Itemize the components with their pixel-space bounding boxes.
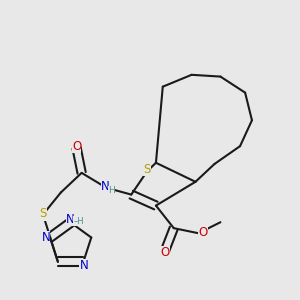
Text: N: N [80,259,88,272]
Text: O: O [199,226,208,238]
Text: O: O [160,246,170,259]
Text: N: N [101,180,110,193]
Text: H: H [108,186,114,195]
Text: O: O [72,140,81,153]
Text: N: N [66,213,74,226]
Text: –H: –H [74,217,84,226]
Text: N: N [41,231,50,244]
Text: S: S [143,163,150,176]
Text: S: S [40,207,47,220]
